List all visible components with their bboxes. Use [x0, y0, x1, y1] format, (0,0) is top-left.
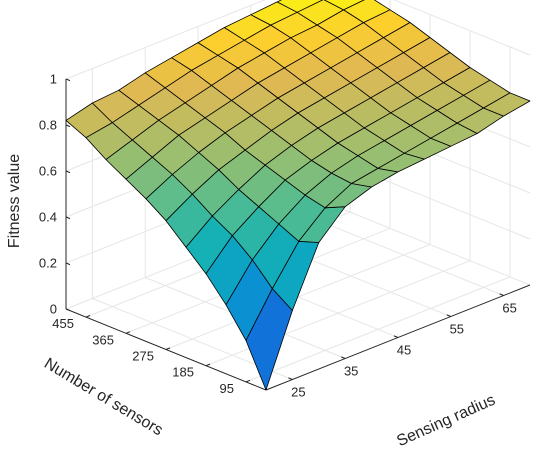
z-tick-label: 0.4: [39, 210, 57, 225]
z-tick: [65, 124, 71, 128]
z-tick-label: 0: [50, 302, 57, 317]
z-tick: [65, 216, 71, 220]
x-tick-label: 45: [397, 343, 411, 358]
x-tick-label: 55: [450, 322, 464, 337]
z-tick: [65, 78, 71, 82]
x-tick: [288, 377, 293, 380]
y-tick-label: 185: [172, 365, 194, 380]
y-tick-label: 95: [220, 381, 234, 396]
x-tick: [499, 293, 504, 296]
x-tick-label: 65: [502, 301, 516, 316]
x-tick: [341, 356, 346, 359]
surface-patch: [483, 92, 531, 117]
z-tick-label: 0.8: [39, 118, 57, 133]
x-tick: [393, 335, 399, 338]
wall-gridline-z: [65, 0, 531, 80]
surface-layer: [65, 0, 531, 391]
y-tick-label: 275: [132, 349, 154, 364]
y-tick: [125, 331, 131, 334]
z-axis-title: Fitness value: [6, 154, 23, 248]
x-axis-title: Sensing radius: [394, 392, 498, 451]
z-tick-label: 0.2: [39, 256, 57, 271]
z-tick: [65, 308, 71, 312]
x-tick-label: 35: [344, 364, 358, 379]
y-tick-label: 365: [92, 332, 114, 347]
floor-gridline-y: [245, 276, 511, 383]
y-tick: [85, 315, 91, 318]
z-tick-label: 1: [50, 72, 57, 87]
y-tick: [245, 379, 251, 383]
y-axis-title: Number of sensors: [41, 355, 166, 439]
x-tick: [446, 314, 451, 317]
tick-layer: 0 0.2 0.4 0.6 0.8 1 95 185 275 365 455 25 35 45 55 65: [39, 72, 517, 400]
x-tick-label: 25: [291, 385, 305, 400]
y-tick-label: 455: [52, 316, 74, 331]
z-tick: [65, 170, 71, 174]
y-tick: [165, 347, 171, 350]
z-tick: [65, 262, 71, 266]
y-tick: [205, 363, 211, 367]
z-tick-label: 0.6: [39, 164, 57, 179]
